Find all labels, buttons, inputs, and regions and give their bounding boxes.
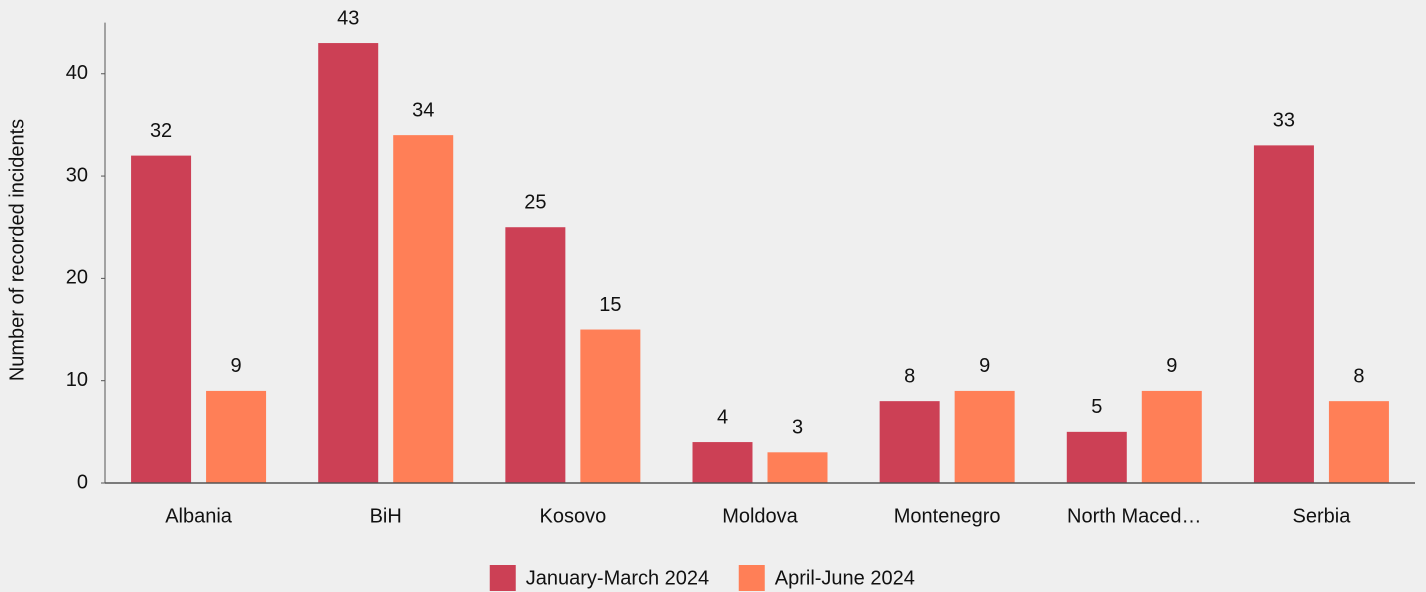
data-label: 15 (599, 294, 621, 316)
legend-label: January-March 2024 (526, 567, 709, 589)
bar (1141, 390, 1202, 483)
x-tick-label: Kosovo (539, 505, 606, 527)
x-tick-label: North Maced… (1067, 505, 1202, 527)
y-tick-label: 20 (66, 267, 88, 289)
y-tick-label: 30 (66, 164, 88, 186)
bar (692, 442, 753, 483)
bar (131, 155, 192, 484)
data-label: 4 (717, 406, 728, 428)
legend-swatch (489, 565, 516, 591)
bar (393, 135, 454, 484)
x-tick-label: Serbia (1293, 505, 1352, 527)
bar (1066, 431, 1127, 483)
bar (1253, 145, 1314, 483)
data-label: 25 (524, 192, 546, 214)
bar (1328, 401, 1389, 483)
x-tick-label: Albania (165, 505, 233, 527)
legend-swatch (738, 565, 765, 591)
y-axis-label: Number of recorded incidents (6, 119, 28, 381)
bar (954, 390, 1015, 483)
data-label: 8 (904, 365, 915, 387)
y-tick-label: 0 (77, 471, 88, 493)
y-tick-label: 40 (66, 62, 88, 84)
data-label: 9 (979, 355, 990, 377)
data-label: 32 (150, 120, 172, 142)
x-tick-label: Moldova (722, 505, 798, 527)
data-label: 8 (1353, 365, 1364, 387)
x-tick-label: BiH (370, 505, 402, 527)
data-label: 33 (1273, 110, 1295, 132)
bar (767, 452, 828, 483)
data-label: 3 (792, 417, 803, 439)
data-label: 5 (1091, 396, 1102, 418)
data-label: 34 (412, 99, 434, 121)
data-label: 9 (1166, 355, 1177, 377)
bar (318, 43, 379, 483)
bar (580, 329, 641, 483)
data-label: 9 (231, 355, 242, 377)
y-tick-label: 10 (66, 369, 88, 391)
bar (879, 401, 940, 483)
bar (206, 390, 267, 483)
data-label: 43 (337, 7, 359, 29)
bar (505, 227, 566, 483)
x-tick-label: Montenegro (894, 505, 1001, 527)
legend-label: April-June 2024 (775, 567, 915, 589)
